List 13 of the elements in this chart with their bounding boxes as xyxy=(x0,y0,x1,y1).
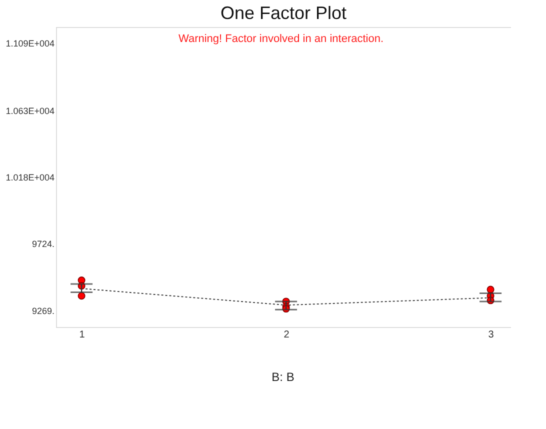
x-axis-title: B: B xyxy=(272,370,294,384)
point xyxy=(78,292,86,300)
annotation: Warning! Factor involved in an interaction. xyxy=(178,33,384,45)
y-tick-label: 1.018E+004 xyxy=(6,172,54,182)
y-tick-label: 1.063E+004 xyxy=(6,106,54,116)
x-tick-label: 3 xyxy=(488,330,494,340)
point xyxy=(486,286,494,294)
x-tick-label: 2 xyxy=(284,330,290,340)
x-tick-label: 1 xyxy=(79,330,86,340)
y-tick-label: 9724. xyxy=(32,239,54,250)
y-tick-label: 9269. xyxy=(32,306,54,316)
y-tick-label: 1.109E+004 xyxy=(6,38,54,49)
chart-title: One Factor Plot xyxy=(220,3,347,23)
